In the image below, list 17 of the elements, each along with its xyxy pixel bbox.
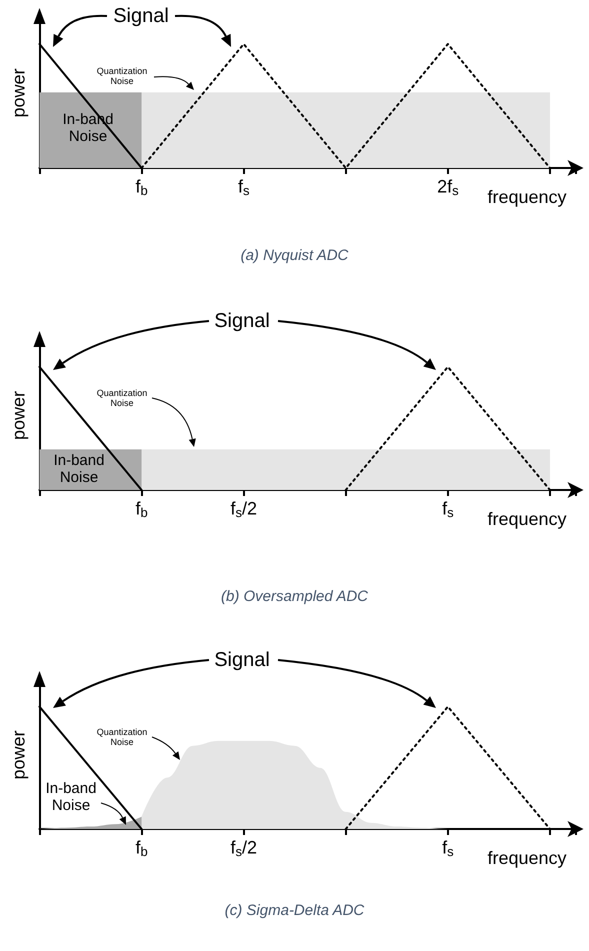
text: (a) Nyquist ADC	[240, 247, 349, 264]
y-axis-title: power	[8, 68, 28, 118]
text: (b) Oversampled ADC	[221, 588, 368, 605]
text: Signal	[214, 310, 270, 332]
annotation: Quantization Noise	[96, 726, 148, 748]
annotation: Quantization Noise	[96, 66, 148, 86]
x-axis-title: frequency	[488, 509, 567, 529]
text: Signal	[214, 649, 270, 671]
y-axis-title: power	[8, 390, 28, 440]
x-axis-title: frequency	[488, 187, 567, 207]
annotation: Quantization Noise	[96, 388, 148, 408]
y-axis-title: power	[8, 730, 28, 780]
text: (c) Sigma-Delta ADC	[224, 902, 364, 919]
annotation: In-band Noise	[54, 452, 104, 486]
annotation: In-band Noise	[46, 780, 96, 814]
x-axis-title: frequency	[488, 848, 567, 868]
text: Signal	[113, 5, 169, 27]
